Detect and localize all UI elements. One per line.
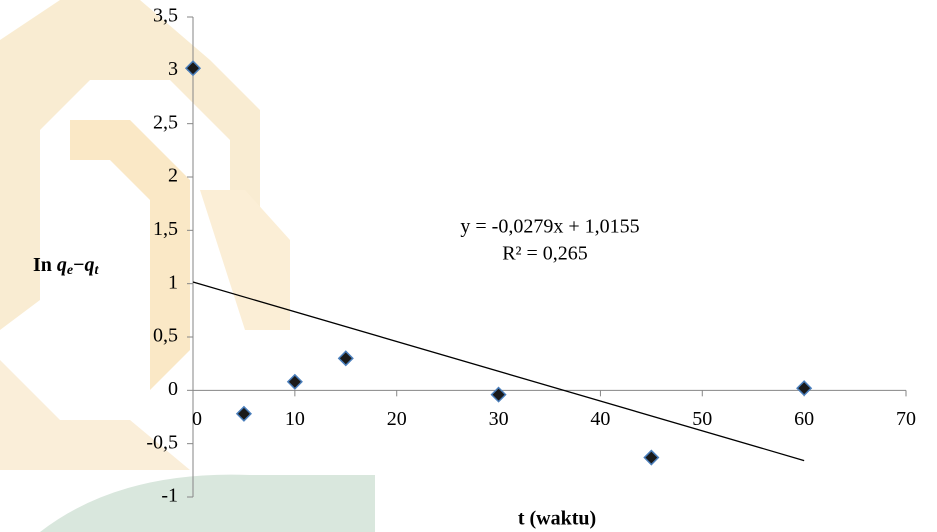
trendline-r2: R² = 0,265 xyxy=(502,243,588,265)
y-tick-label: 2,5 xyxy=(153,111,178,133)
y-tick-label: -0,5 xyxy=(146,431,178,453)
x-tick-label: 0 xyxy=(192,408,202,430)
x-tick-label: 40 xyxy=(590,408,610,430)
data-point xyxy=(339,351,353,365)
y-tick-label: 3,5 xyxy=(153,5,178,27)
data-point xyxy=(797,381,811,395)
y-tick-label: 2 xyxy=(168,165,178,187)
data-point xyxy=(492,388,506,402)
x-tick-label: 20 xyxy=(387,408,407,430)
x-tick-label: 60 xyxy=(794,408,814,430)
trendline-equation: y = -0,0279x + 1,0155 xyxy=(460,216,639,238)
y-tick-label: 0,5 xyxy=(153,325,178,347)
y-tick-label: -1 xyxy=(161,485,178,507)
y-tick-label: 1,5 xyxy=(153,218,178,240)
x-tick-label: 70 xyxy=(896,408,916,430)
y-tick-label: 3 xyxy=(168,58,178,80)
y-tick-label: 1 xyxy=(168,271,178,293)
x-tick-label: 30 xyxy=(489,408,509,430)
y-tick-label: 0 xyxy=(168,378,178,400)
chart: t (waktu) In qe−qt y = -0,0279x + 1,0155… xyxy=(0,0,937,532)
data-point xyxy=(237,407,251,421)
data-point xyxy=(288,375,302,389)
x-axis-title: t (waktu) xyxy=(518,508,596,530)
x-tick-label: 50 xyxy=(692,408,712,430)
trendline xyxy=(193,282,804,461)
data-point xyxy=(644,451,658,465)
y-axis-title: In qe−qt xyxy=(33,254,100,279)
x-tick-label: 10 xyxy=(285,408,305,430)
